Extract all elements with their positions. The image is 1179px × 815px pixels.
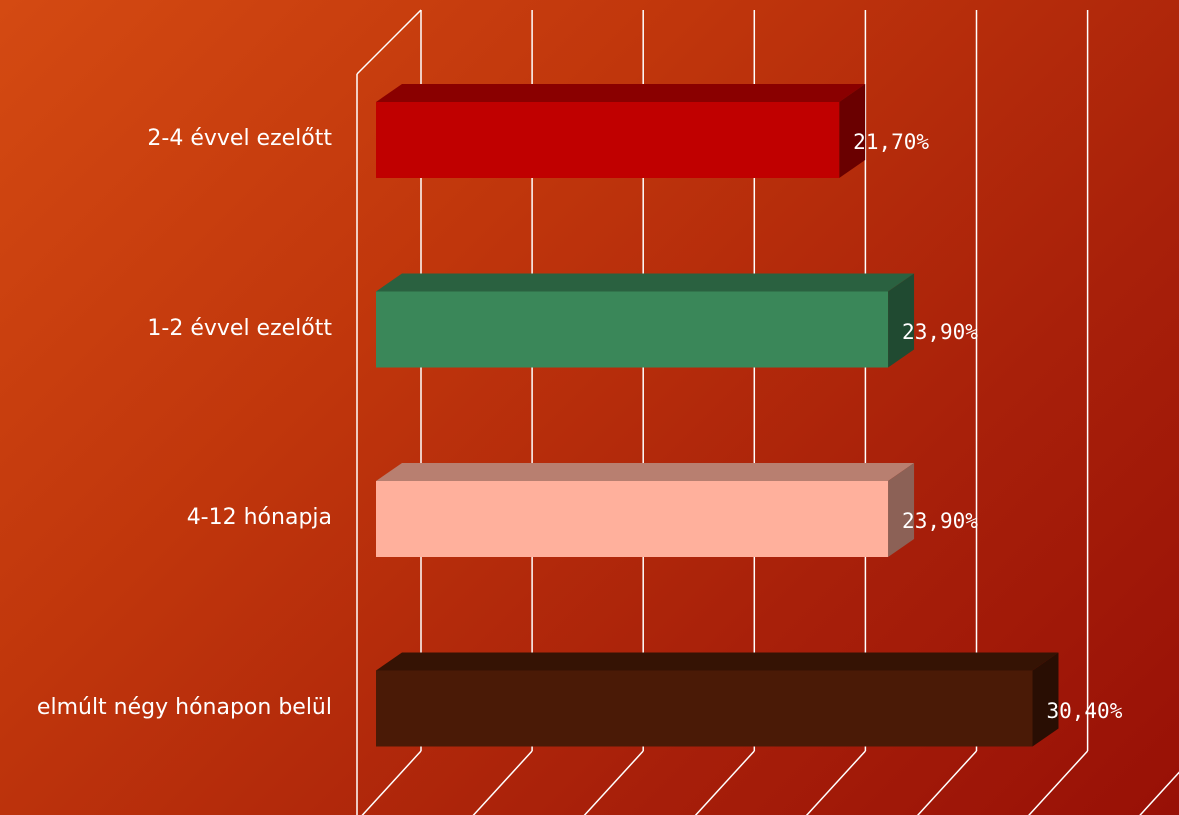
data-label: 30,40% [1046, 698, 1123, 723]
bar-side [888, 463, 915, 557]
axis-wall-top [356, 9, 422, 75]
data-label: 23,90% [902, 319, 978, 344]
data-label: 23,90% [902, 509, 978, 533]
category-label: elmúlt négy hónapon belül [36, 694, 332, 720]
category-label: 2-4 évvel ezelőtt [147, 126, 332, 151]
data-label: 21,70% [853, 130, 930, 154]
gridlines [356, 9, 1179, 815]
bar-side [1032, 652, 1059, 747]
bar [376, 102, 840, 178]
bar-top [376, 273, 915, 292]
bar-top [376, 652, 1059, 671]
category-label: 1-2 évvel ezelőtt [147, 315, 332, 341]
bar-top [376, 463, 915, 481]
bar-side [888, 273, 915, 368]
gridline-floor [916, 750, 978, 815]
bar [376, 291, 889, 368]
bar [376, 481, 889, 557]
gridline-floor [361, 750, 422, 815]
bar-top [376, 84, 866, 102]
gridline-floor [1028, 750, 1089, 815]
bar [376, 670, 1033, 747]
bar-side [839, 84, 866, 178]
gridline-floor [1139, 771, 1179, 815]
gridline-floor [472, 750, 533, 815]
bars [376, 84, 1059, 747]
gridline-floor [805, 750, 866, 815]
gridline-floor [694, 750, 755, 815]
category-label: 4-12 hónapja [186, 505, 332, 530]
gridline-floor [583, 750, 644, 815]
